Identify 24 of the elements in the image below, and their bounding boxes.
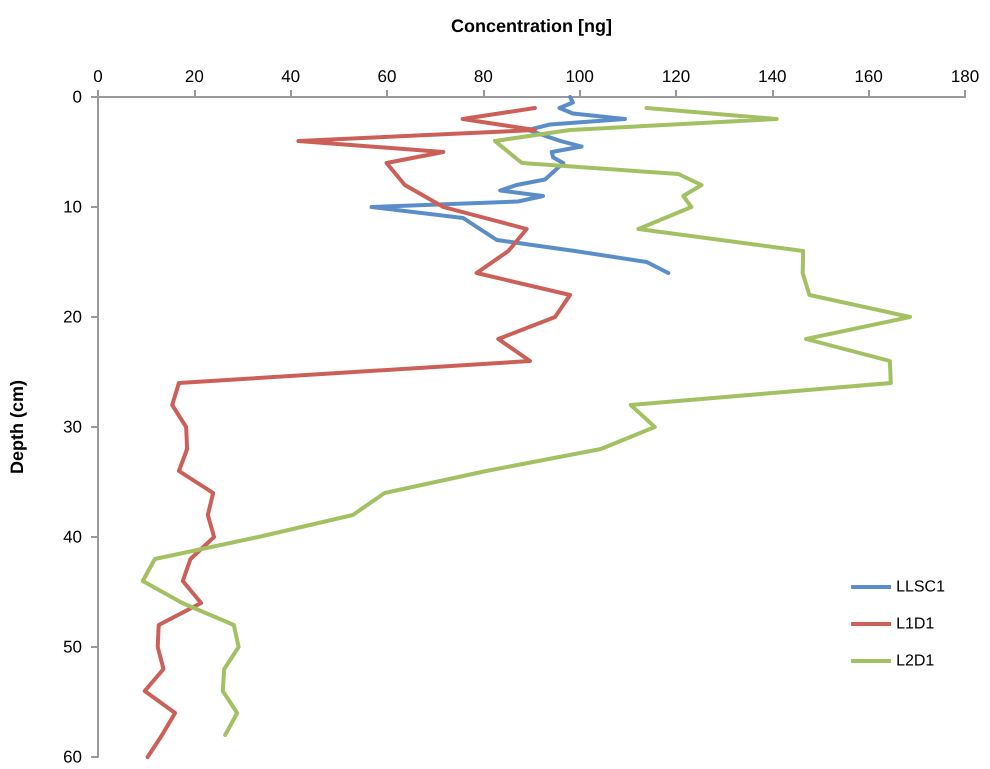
x-tick-label: 20 — [184, 67, 204, 86]
y-tick-label: 20 — [63, 308, 82, 326]
x-axis-title: Concentration [ng] — [451, 16, 612, 36]
legend-label: L1D1 — [896, 616, 934, 632]
line-series — [142, 106, 572, 759]
x-tick-label: 120 — [662, 67, 690, 86]
y-tick-label: 0 — [72, 88, 82, 106]
x-tick-label: 40 — [281, 67, 300, 86]
x-tick-label: 160 — [854, 67, 883, 86]
x-tick-label: 140 — [758, 67, 787, 86]
x-tick-label: 100 — [565, 67, 594, 86]
x-tick-label: 60 — [378, 67, 396, 86]
y-tick-label: 50 — [63, 638, 82, 656]
legend-label: LLSC1 — [896, 578, 946, 596]
y-tick-label: 40 — [63, 528, 82, 546]
y-tick-label: 60 — [63, 748, 82, 766]
x-tick-label: 0 — [93, 67, 103, 86]
y-axis-title: Depth (cm) — [7, 380, 27, 474]
y-tick-label: 10 — [63, 198, 82, 216]
legend-label: L2D1 — [896, 652, 934, 670]
x-tick-label: 80 — [474, 67, 493, 86]
line-series — [370, 95, 670, 275]
x-tick-label: 180 — [950, 67, 980, 86]
y-tick-label: 30 — [63, 418, 82, 436]
